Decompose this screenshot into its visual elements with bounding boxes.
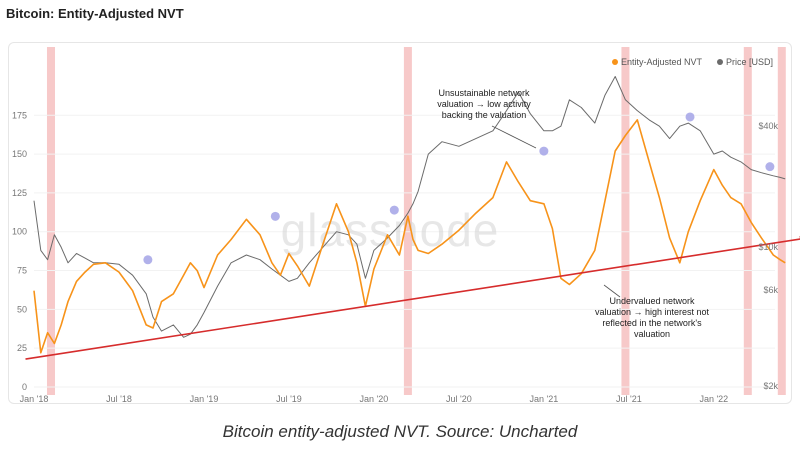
y-left-tick: 175 (12, 110, 27, 120)
x-axis: Jan '18 Jul '18 Jan '19 Jul '19 Jan '20 Jul '… (20, 394, 729, 404)
x-tick: Jan '19 (190, 394, 219, 404)
peak-marker (685, 112, 695, 122)
y-left-tick: 50 (17, 304, 27, 314)
nvt-line (33, 119, 786, 354)
x-tick: Jan '21 (529, 394, 558, 404)
y-axis-left: 0 25 50 75 100 125 150 175 (12, 110, 27, 392)
y-right-tick: $2k (763, 381, 778, 391)
legend-label: Entity-Adjusted NVT (621, 57, 703, 67)
y-left-tick: 125 (12, 188, 27, 198)
trend-line (25, 238, 800, 360)
highlight-band (777, 47, 786, 395)
nvt-chart: glassnode 0 25 50 75 100 125 150 175 $2k $6k $10k… (12, 47, 800, 404)
legend-label: Price [USD] (726, 57, 773, 67)
x-tick: Jul '21 (616, 394, 642, 404)
highlight-band (621, 47, 630, 395)
y-right-tick: $10k (758, 242, 778, 252)
figure-caption: Bitcoin entity-adjusted NVT. Source: Unc… (222, 422, 578, 441)
price-line (33, 76, 786, 338)
y-right-tick: $6k (763, 285, 778, 295)
annotation-line: reflected in the network's (602, 318, 702, 328)
peak-marker (765, 162, 775, 172)
annotation-line: backing the valuation (442, 110, 527, 120)
x-tick: Jan '22 (699, 394, 728, 404)
y-left-tick: 0 (22, 382, 27, 392)
grid (34, 114, 775, 388)
peak-marker (539, 146, 549, 156)
annotation-line: valuation → high interest not (595, 307, 710, 317)
annotation-line: valuation → low activity (437, 99, 531, 109)
price-series (33, 76, 786, 338)
y-left-tick: 25 (17, 343, 27, 353)
nvt-series (33, 119, 786, 354)
y-left-tick: 150 (12, 149, 27, 159)
annotation-line: valuation (634, 329, 670, 339)
y-right-tick: $40k (758, 121, 778, 131)
annotation-pointer (603, 284, 621, 298)
annotation-line: Unsustainable network (438, 88, 530, 98)
highlight-bands (46, 47, 786, 395)
x-tick: Jan '18 (20, 394, 49, 404)
y-axis-right: $2k $6k $10k $40k (758, 121, 778, 391)
annotation-pointer (491, 125, 537, 149)
peak-marker (389, 205, 399, 215)
peak-markers (143, 112, 775, 265)
y-left-tick: 75 (17, 266, 27, 276)
watermark: glassnode (281, 204, 500, 256)
legend-swatch (717, 59, 723, 65)
chart-frame (8, 42, 792, 404)
highlight-band (403, 47, 412, 395)
peak-marker (143, 255, 153, 265)
x-tick: Jul '18 (106, 394, 132, 404)
highlight-band (743, 47, 752, 395)
chart-title: Bitcoin: Entity-Adjusted NVT (6, 6, 184, 21)
peak-marker (270, 211, 280, 221)
x-tick: Jan '20 (360, 394, 389, 404)
y-left-tick: 100 (12, 227, 27, 237)
legend-swatch (612, 59, 618, 65)
x-tick: Jul '20 (446, 394, 472, 404)
x-tick: Jul '19 (276, 394, 302, 404)
highlight-band (46, 47, 55, 395)
legend: Entity-Adjusted NVT Price [USD] (612, 57, 773, 67)
annotation-line: Undervalued network (609, 296, 695, 306)
